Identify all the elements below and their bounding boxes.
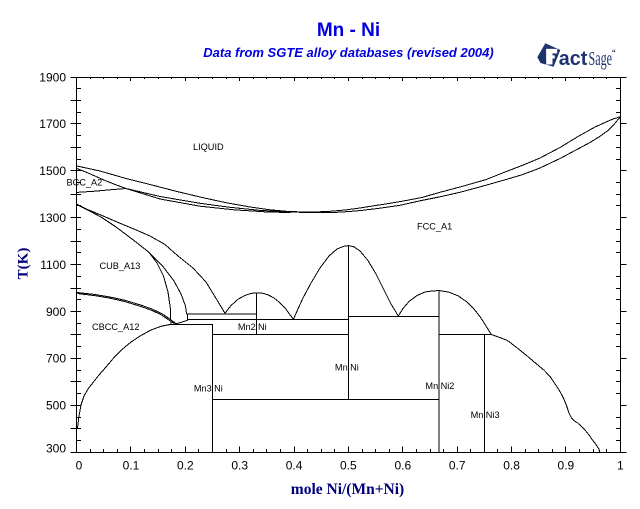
svg-text:Mn: Mn: [425, 381, 438, 391]
svg-text:FCC_A1: FCC_A1: [417, 221, 452, 231]
svg-text:Ni3: Ni3: [486, 410, 500, 420]
svg-text:1: 1: [617, 459, 624, 473]
svg-text:Mn: Mn: [335, 363, 348, 373]
svg-text:Mn: Mn: [471, 410, 484, 420]
svg-text:900: 900: [46, 305, 66, 319]
svg-text:1500: 1500: [39, 164, 66, 178]
svg-text:1100: 1100: [40, 258, 66, 272]
svg-text:Data from SGTE alloy databases: Data from SGTE alloy databases (revised …: [203, 45, 493, 60]
svg-text:0.3: 0.3: [231, 459, 248, 473]
svg-text:Ni: Ni: [214, 384, 223, 394]
svg-text:0.4: 0.4: [286, 459, 303, 473]
svg-text:mole Ni/(Mn+Ni): mole Ni/(Mn+Ni): [291, 481, 404, 498]
svg-text:Ni: Ni: [258, 322, 267, 332]
svg-text:CUB_A13: CUB_A13: [100, 261, 141, 271]
svg-text:Ni2: Ni2: [441, 381, 455, 391]
svg-text:CBCC_A12: CBCC_A12: [92, 322, 140, 332]
svg-text:0: 0: [76, 459, 83, 473]
svg-text:500: 500: [46, 399, 66, 413]
svg-text:0.7: 0.7: [449, 459, 466, 473]
svg-text:0.9: 0.9: [558, 459, 575, 473]
svg-text:1300: 1300: [39, 211, 66, 225]
svg-text:0.1: 0.1: [123, 459, 140, 473]
svg-text:LIQUID: LIQUID: [193, 142, 224, 152]
svg-text:300: 300: [46, 442, 66, 456]
svg-text:Sage: Sage: [589, 48, 613, 70]
svg-text:0.6: 0.6: [394, 459, 411, 473]
svg-text:0.5: 0.5: [340, 459, 357, 473]
svg-text:T(K): T(K): [16, 248, 32, 280]
svg-text:Mn - Ni: Mn - Ni: [317, 20, 380, 41]
svg-text:1700: 1700: [39, 117, 66, 131]
svg-text:act: act: [559, 48, 588, 70]
svg-text:700: 700: [46, 352, 66, 366]
svg-text:Mn3: Mn3: [194, 384, 212, 394]
svg-text:0.2: 0.2: [177, 459, 194, 473]
svg-text:“: “: [612, 48, 616, 57]
svg-text:BCC_A2: BCC_A2: [67, 178, 103, 188]
svg-text:Mn2: Mn2: [238, 322, 256, 332]
svg-text:Ni: Ni: [350, 363, 359, 373]
svg-text:0.8: 0.8: [503, 459, 520, 473]
svg-text:1900: 1900: [39, 70, 66, 84]
